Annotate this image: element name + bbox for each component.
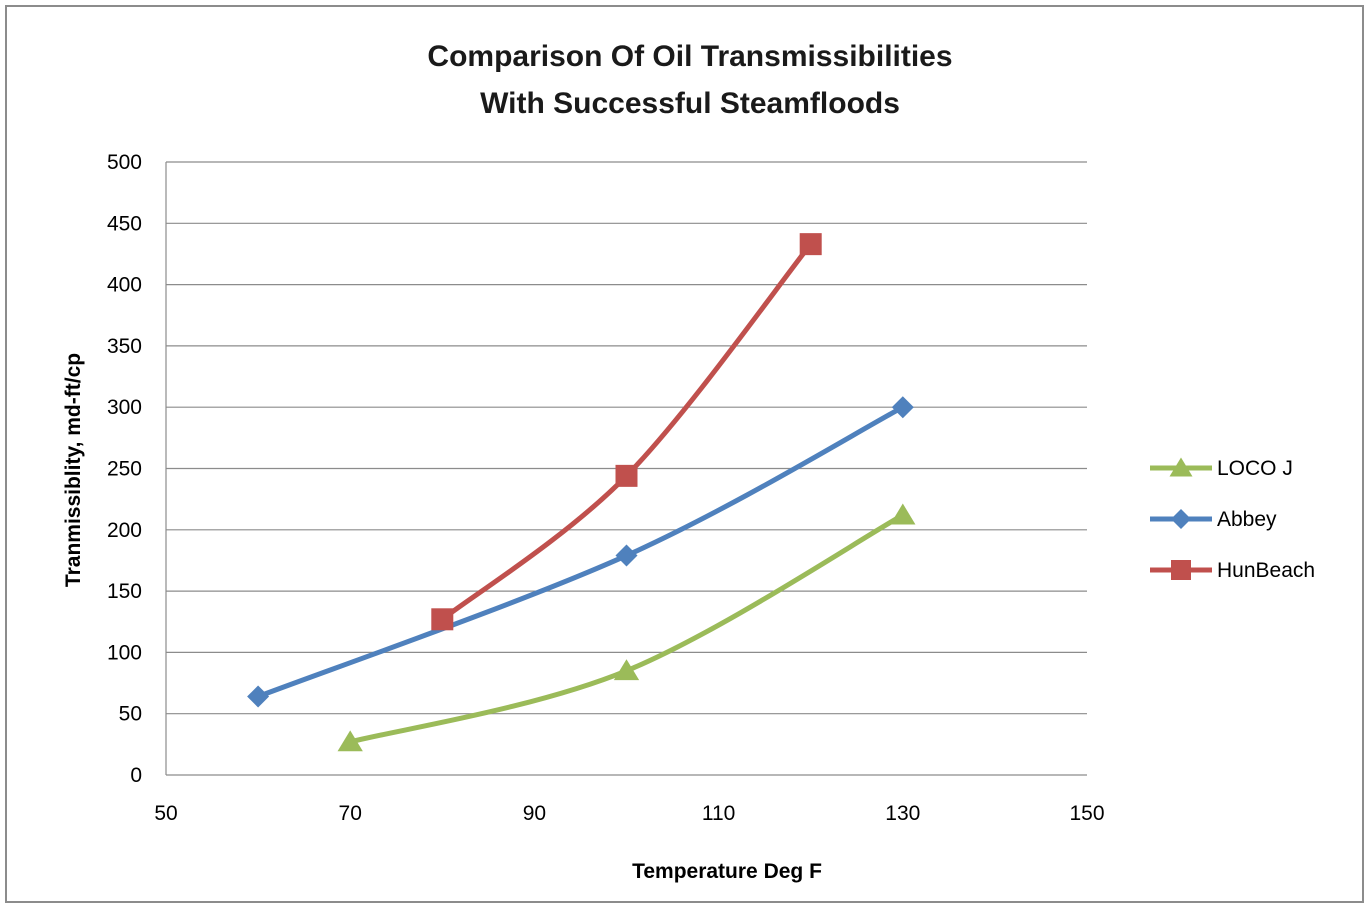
legend-item: HunBeach xyxy=(1150,559,1315,582)
axes xyxy=(165,162,1087,776)
diamond-marker xyxy=(247,685,270,708)
y-tick-label: 300 xyxy=(107,396,142,419)
gridlines xyxy=(166,161,1087,715)
y-tick-label: 200 xyxy=(107,519,142,542)
legend-item: Abbey xyxy=(1150,508,1277,531)
series-hunbeach xyxy=(431,233,822,631)
chart-title-line-1: Comparison Of Oil Transmissibilities xyxy=(427,40,952,73)
y-tick-label: 500 xyxy=(107,151,142,174)
y-axis-label: Tranmissiblity, md-ft/cp xyxy=(62,353,85,587)
chart-title-line-2: With Successful Steamfloods xyxy=(480,87,900,120)
legend-item: LOCO J xyxy=(1150,457,1293,480)
triangle-marker xyxy=(613,659,640,681)
x-tick-label: 150 xyxy=(1069,802,1104,825)
series-abbey xyxy=(247,396,914,708)
legend-triangle-marker xyxy=(1169,457,1193,477)
x-tick-label: 70 xyxy=(339,802,362,825)
x-tick-label: 130 xyxy=(885,802,920,825)
y-tick-label: 350 xyxy=(107,335,142,358)
y-tick-label: 100 xyxy=(107,641,142,664)
tick-labels: 0 50 100 150 200 250 300 350 400 450 500 50 70 90 110 1… xyxy=(107,151,1105,825)
legend-diamond-marker xyxy=(1171,509,1191,529)
series-layer xyxy=(247,233,916,752)
y-tick-label: 150 xyxy=(107,580,142,603)
x-tick-label: 110 xyxy=(702,802,735,825)
legend: LOCO J Abbey HunBeach xyxy=(1150,457,1315,582)
diamond-marker xyxy=(615,544,638,567)
x-tick-label: 50 xyxy=(154,802,177,825)
legend-label: LOCO J xyxy=(1217,457,1293,480)
x-axis-label: Temperature Deg F xyxy=(632,860,822,883)
y-tick-label: 250 xyxy=(107,458,142,481)
y-tick-label: 400 xyxy=(107,274,142,297)
chart-frame xyxy=(5,5,1364,903)
square-marker xyxy=(431,608,454,631)
square-marker xyxy=(799,233,822,256)
y-tick-label: 450 xyxy=(107,212,142,235)
series-loco-j xyxy=(337,503,916,752)
diamond-marker xyxy=(891,396,914,419)
x-tick-label: 90 xyxy=(523,802,546,825)
series-line xyxy=(255,404,906,700)
y-tick-label: 0 xyxy=(130,764,142,787)
y-tick-label: 50 xyxy=(119,703,142,726)
legend-square-marker xyxy=(1171,560,1191,580)
legend-label: HunBeach xyxy=(1217,559,1315,582)
triangle-marker xyxy=(890,503,916,525)
legend-label: Abbey xyxy=(1217,508,1277,531)
square-marker xyxy=(615,464,638,487)
triangle-marker xyxy=(337,730,363,752)
